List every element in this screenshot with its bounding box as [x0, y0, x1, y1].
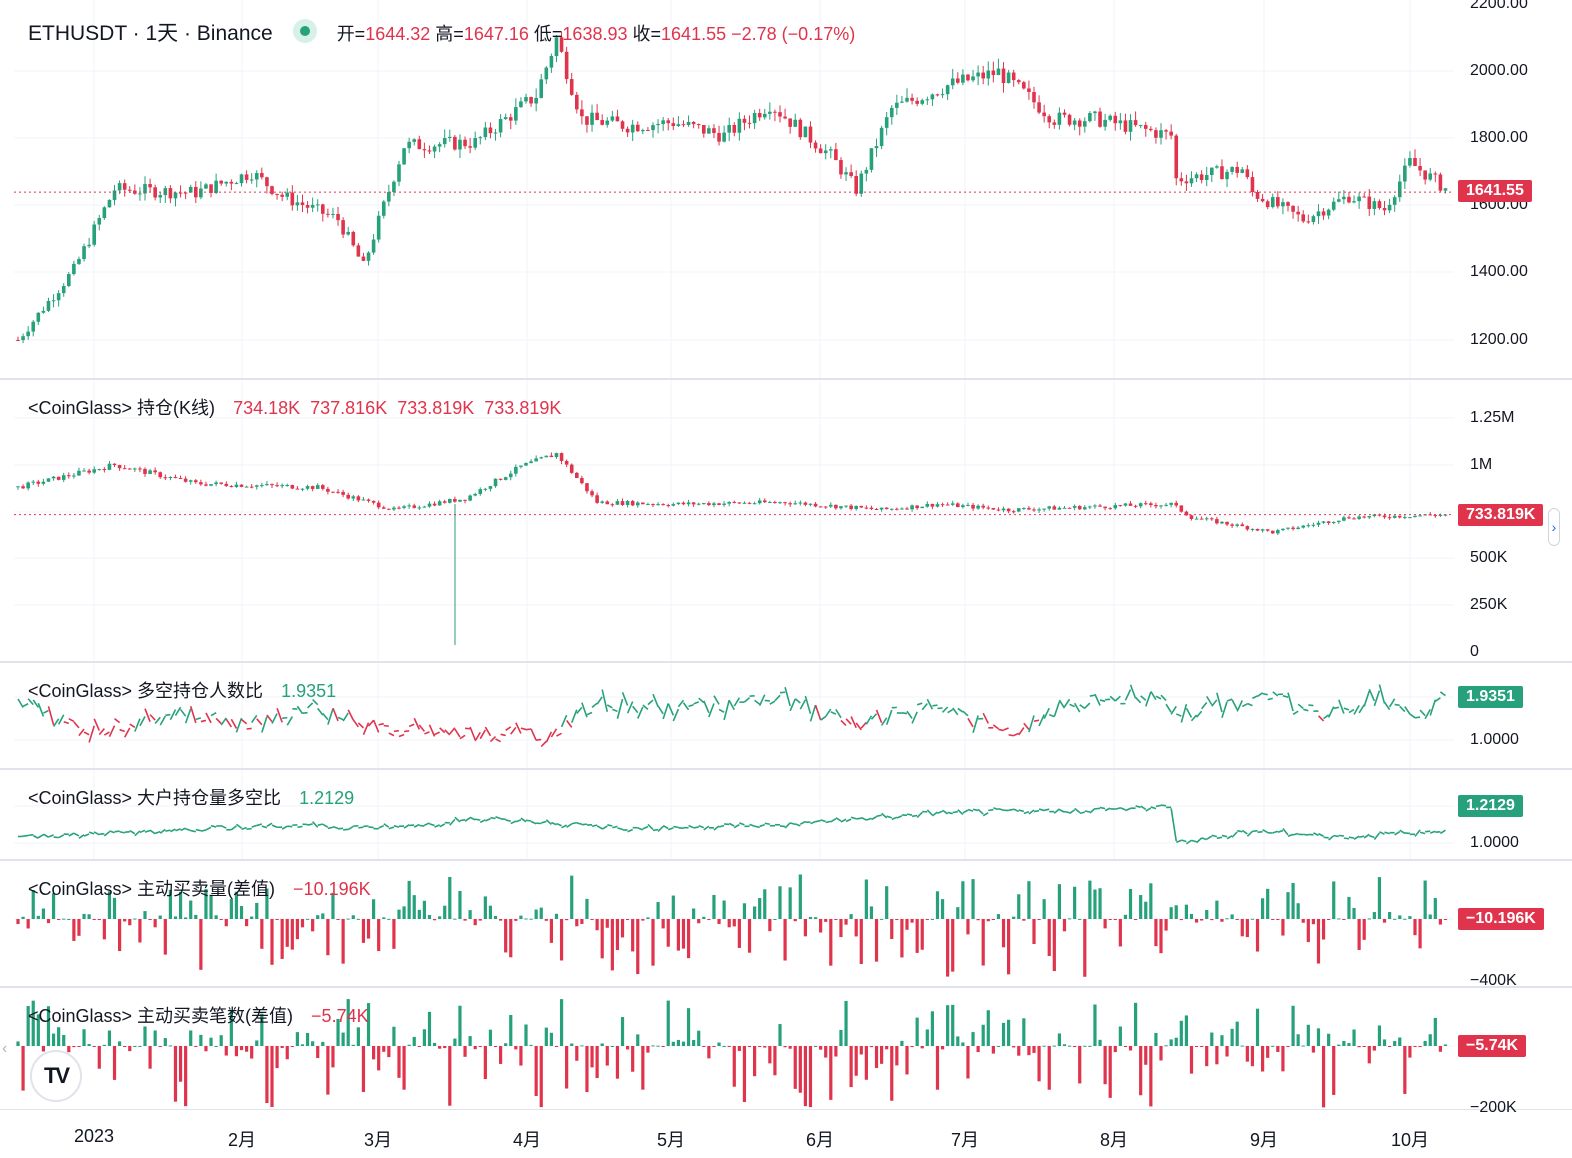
taker-volume-pane[interactable]: −400K −10.196K <CoinGlass> 主动买卖量(差值) −10…: [0, 861, 1572, 989]
oi-tick: 250K: [1470, 596, 1508, 613]
price-pane[interactable]: 2200.00 2000.00 1800.00 1600.00 1400.00 …: [0, 0, 1572, 380]
oi-tick: 1M: [1470, 456, 1493, 473]
close-label: 收=: [632, 24, 662, 44]
taker-count-pane[interactable]: −200K −5.74K <CoinGlass> 主动买卖笔数(差值) −5.7…: [0, 988, 1572, 1116]
oi-last-badge: 733.819K: [1458, 504, 1544, 526]
oi-legend-name[interactable]: <CoinGlass> 持仓(K线): [28, 398, 216, 418]
time-axis[interactable]: 2023 2月 3月 4月 5月 6月 7月 8月 9月 10月 ⬡: [0, 1110, 1572, 1158]
taker-vol-value: −10.196K: [293, 879, 371, 899]
x-label: 7月: [950, 1130, 980, 1150]
ls-accounts-name[interactable]: <CoinGlass> 多空持仓人数比: [28, 681, 264, 701]
top-ls-value: 1.2129: [299, 788, 355, 808]
ls-accounts-legend: <CoinGlass> 多空持仓人数比 1.9351: [28, 677, 336, 703]
x-label: 8月: [1099, 1130, 1129, 1150]
top-trader-ratio-pane[interactable]: 1.0000 1.2129 <CoinGlass> 大户持仓量多空比 1.212…: [0, 770, 1572, 861]
change-value: −2.78 (−0.17%): [731, 24, 856, 44]
x-label: 9月: [1249, 1130, 1279, 1150]
high-label: 高=: [435, 24, 464, 44]
price-axis[interactable]: 2200.00 2000.00 1800.00 1600.00 1400.00 …: [1455, 0, 1572, 378]
x-label: 2月: [227, 1130, 257, 1150]
expand-axis-button[interactable]: ›: [1548, 508, 1560, 546]
top-ls-axis[interactable]: 1.0000 1.2129: [1455, 770, 1572, 859]
taker-vol-name[interactable]: <CoinGlass> 主动买卖量(差值): [28, 879, 276, 899]
price-tick: 1800.00: [1470, 129, 1528, 146]
taker-vol-legend: <CoinGlass> 主动买卖量(差值) −10.196K: [28, 875, 371, 901]
taker-vol-axis[interactable]: −400K −10.196K: [1455, 861, 1572, 989]
taker-count-name[interactable]: <CoinGlass> 主动买卖笔数(差值): [28, 1006, 294, 1026]
price-tick: 1400.00: [1470, 263, 1528, 280]
ls-accounts-tick: 1.0000: [1470, 731, 1519, 748]
taker-count-badge: −5.74K: [1458, 1035, 1527, 1057]
oi-tick: 1.25M: [1470, 409, 1515, 426]
oi-axis[interactable]: 1.25M 1M 500K 250K 0 733.819K: [1455, 380, 1572, 661]
price-tick: 2200.00: [1470, 0, 1528, 12]
x-label: 4月: [512, 1130, 542, 1150]
symbol-legend: ETHUSDT · 1天 · Binance 开=1644.32 高=1647.…: [28, 16, 855, 47]
x-label: 2023: [73, 1126, 115, 1146]
ls-accounts-plot[interactable]: [14, 663, 1454, 768]
taker-count-tick: −200K: [1470, 1099, 1517, 1116]
long-short-accounts-pane[interactable]: 1.0000 1.9351 <CoinGlass> 多空持仓人数比 1.9351: [0, 663, 1572, 770]
top-ls-name[interactable]: <CoinGlass> 大户持仓量多空比: [28, 788, 282, 808]
oi-tick: 500K: [1470, 549, 1508, 566]
top-ls-badge: 1.2129: [1458, 795, 1523, 817]
x-label: 5月: [656, 1130, 686, 1150]
symbol-title[interactable]: ETHUSDT · 1天 · Binance: [28, 22, 273, 45]
oi-high: 737.816K: [310, 398, 388, 418]
top-ls-plot[interactable]: [14, 770, 1454, 859]
price-plot[interactable]: [14, 0, 1454, 378]
low-label: 低=: [533, 24, 563, 44]
oi-plot[interactable]: [14, 380, 1454, 661]
top-ls-tick: 1.0000: [1470, 834, 1519, 851]
high-value: 1647.16: [463, 24, 529, 44]
ls-accounts-badge: 1.9351: [1458, 686, 1523, 708]
close-value: 1641.55: [661, 24, 727, 44]
oi-tick: 0: [1470, 643, 1479, 660]
ls-accounts-axis[interactable]: 1.0000 1.9351: [1455, 663, 1572, 768]
ls-accounts-value: 1.9351: [281, 681, 337, 701]
taker-count-plot[interactable]: [14, 988, 1454, 1109]
tradingview-logo[interactable]: TV: [30, 1050, 82, 1102]
market-status-icon[interactable]: [292, 19, 317, 43]
taker-vol-plot[interactable]: [14, 861, 1454, 986]
oi-low: 733.819K: [397, 398, 475, 418]
open-interest-pane[interactable]: 1.25M 1M 500K 250K 0 733.819K <CoinGlass…: [0, 380, 1572, 663]
scroll-left-icon[interactable]: ‹: [2, 1040, 8, 1057]
taker-vol-tick: −400K: [1470, 972, 1517, 989]
last-price-badge: 1641.55: [1458, 180, 1532, 202]
low-value: 1638.93: [562, 24, 628, 44]
taker-vol-badge: −10.196K: [1458, 908, 1544, 930]
x-label: 10月: [1390, 1130, 1430, 1150]
open-label: 开=: [336, 24, 366, 44]
oi-close: 733.819K: [484, 398, 562, 418]
taker-count-axis[interactable]: −200K −5.74K: [1455, 988, 1572, 1116]
price-tick: 2000.00: [1470, 62, 1528, 79]
open-value: 1644.32: [365, 24, 431, 44]
oi-open: 734.18K: [233, 398, 301, 418]
taker-count-legend: <CoinGlass> 主动买卖笔数(差值) −5.74K: [28, 1002, 369, 1028]
taker-count-value: −5.74K: [311, 1006, 369, 1026]
price-tick: 1200.00: [1470, 331, 1528, 348]
oi-legend: <CoinGlass> 持仓(K线) 734.18K 737.816K 733.…: [28, 394, 561, 420]
x-label: 6月: [805, 1130, 835, 1150]
top-ls-legend: <CoinGlass> 大户持仓量多空比 1.2129: [28, 784, 354, 810]
x-label: 3月: [363, 1130, 393, 1150]
